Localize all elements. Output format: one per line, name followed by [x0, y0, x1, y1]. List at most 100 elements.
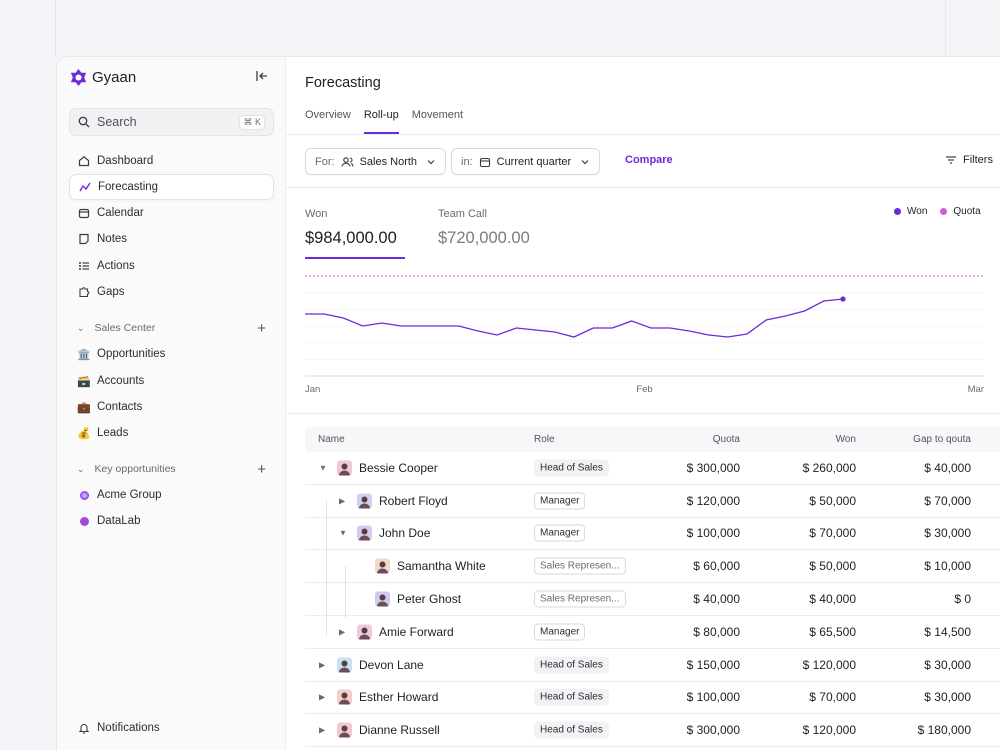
tree-connector: [345, 566, 346, 618]
table-row[interactable]: ▶ Dianne Russell Head of Sales $ 300,000 $ 1…: [305, 714, 1000, 748]
nav-calendar[interactable]: Calendar: [69, 200, 274, 226]
role-badge: Sales Represen...: [534, 557, 626, 575]
in-value: Current quarter: [496, 155, 572, 168]
expand-right-icon[interactable]: ▶: [319, 660, 326, 670]
row-quota: $ 120,000: [686, 493, 740, 508]
add-icon[interactable]: +: [257, 460, 266, 478]
nav-accounts[interactable]: 🗃️ Accounts: [69, 368, 274, 394]
col-gap[interactable]: Gap to qouta: [913, 434, 971, 445]
tree-connector: [326, 500, 327, 636]
role-badge: Head of Sales: [534, 721, 609, 739]
tab-roll-up[interactable]: Roll-up: [363, 109, 399, 134]
legend-label: Won: [907, 206, 928, 217]
nav-label: Actions: [97, 260, 135, 272]
row-won: $ 50,000: [809, 493, 856, 508]
avatar: [337, 722, 352, 738]
for-prefix: For:: [315, 155, 335, 168]
section-key-opportunities[interactable]: ⌄ Key opportunities +: [69, 459, 274, 479]
nav-label: Calendar: [97, 207, 144, 219]
row-name: Peter Ghost: [397, 592, 462, 607]
row-gap: $ 180,000: [917, 723, 971, 738]
col-quota[interactable]: Quota: [712, 434, 740, 445]
nav-datalab[interactable]: DataLab: [69, 508, 274, 534]
kpi-label: Team Call: [438, 208, 487, 220]
legend-quota: Quota: [940, 206, 981, 217]
won-series-end-point: [840, 296, 846, 302]
section-title: Sales Center: [94, 322, 156, 334]
tab-movement[interactable]: Movement: [411, 109, 464, 121]
nav-label: Contacts: [97, 401, 143, 413]
col-won[interactable]: Won: [835, 434, 856, 445]
nav-acme-group[interactable]: Acme Group: [69, 482, 274, 508]
table-row[interactable]: ▶ Amie Forward Manager $ 80,000 $ 65,500 $ 14…: [305, 616, 1000, 649]
table-row[interactable]: ▶ Esther Howard Head of Sales $ 100,000 $ 70…: [305, 682, 1000, 715]
chevron-down-icon: [581, 159, 589, 164]
app-window: Gyaan Search ⌘ K Dashboard Forecasting C…: [56, 56, 1000, 750]
add-icon[interactable]: +: [257, 319, 266, 337]
search-box[interactable]: Search ⌘ K: [69, 108, 274, 136]
nav-notes[interactable]: Notes: [69, 226, 274, 252]
tab-overview[interactable]: Overview: [305, 109, 351, 121]
calendar-icon: [77, 206, 91, 220]
nav-opportunities[interactable]: 🏛️ Opportunities: [69, 341, 274, 367]
table-row[interactable]: ▼ Bessie Cooper Head of Sales $ 300,000 $ 26…: [305, 452, 1000, 485]
nav-label: Dashboard: [97, 155, 154, 167]
tabs: Overview Roll-up Movement: [305, 109, 476, 134]
col-name[interactable]: Name: [318, 434, 345, 445]
note-icon: [77, 232, 91, 246]
for-dropdown[interactable]: For: Sales North: [305, 148, 447, 175]
kpi-won[interactable]: Won $984,000.00: [305, 208, 397, 248]
table-row[interactable]: Peter Ghost Sales Represen... $ 40,000 $ 40…: [305, 583, 1000, 616]
divider: [286, 134, 1000, 135]
avatar: [357, 493, 372, 509]
nav-forecasting[interactable]: Forecasting: [69, 174, 274, 200]
kpi-team-call[interactable]: Team Call $720,000.00: [438, 208, 530, 248]
table-row[interactable]: ▼ John Doe Manager $ 100,000 $ 70,000 $ 30,00…: [305, 518, 1000, 551]
row-name: Dianne Russell: [359, 723, 440, 738]
rollup-table: Name Role Quota Won Gap to qouta ▼ Bessie…: [305, 427, 1000, 748]
table-row[interactable]: ▶ Robert Floyd Manager $ 120,000 $ 50,000 $ 7…: [305, 485, 1000, 518]
col-role[interactable]: Role: [534, 434, 555, 445]
chevron-down-icon: ⌄: [77, 463, 85, 474]
collapse-sidebar-icon[interactable]: [254, 68, 270, 84]
kpi-value: $984,000.00: [305, 229, 397, 247]
filters-button[interactable]: Filters: [945, 154, 993, 166]
expand-down-icon[interactable]: ▼: [339, 528, 347, 538]
expand-right-icon[interactable]: ▶: [339, 496, 346, 506]
x-tick-label: Jan: [305, 384, 320, 395]
period-dropdown[interactable]: in: Current quarter: [451, 148, 601, 175]
page-title: Forecasting: [305, 75, 381, 91]
expand-right-icon[interactable]: ▶: [319, 725, 326, 735]
nav-gaps[interactable]: Gaps: [69, 279, 274, 305]
role-badge: Head of Sales: [534, 459, 609, 477]
expand-down-icon[interactable]: ▼: [319, 463, 327, 473]
bell-icon: [77, 721, 91, 735]
nav-leads[interactable]: 💰 Leads: [69, 420, 274, 446]
nav-notifications[interactable]: Notifications: [69, 715, 274, 741]
role-badge: Head of Sales: [534, 688, 609, 706]
row-gap: $ 30,000: [924, 526, 971, 541]
nav-actions[interactable]: Actions: [69, 253, 274, 279]
row-won: $ 120,000: [802, 723, 856, 738]
line-chart: Jan Feb Mar: [305, 275, 984, 395]
section-sales-center[interactable]: ⌄ Sales Center +: [69, 318, 274, 338]
expand-right-icon[interactable]: ▶: [339, 627, 346, 637]
table-row[interactable]: Samantha White Sales Represen... $ 60,000 $…: [305, 550, 1000, 584]
compare-button[interactable]: Compare: [625, 154, 673, 166]
table-row[interactable]: ▶ Devon Lane Head of Sales $ 150,000 $ 120,0…: [305, 649, 1000, 682]
nav-contacts[interactable]: 💼 Contacts: [69, 394, 274, 420]
main-panel: Forecasting Overview Roll-up Movement Fo…: [286, 57, 1000, 750]
nav-label: Leads: [97, 427, 129, 439]
nav-dashboard[interactable]: Dashboard: [69, 148, 274, 174]
avatar: [337, 657, 352, 673]
dot-icon: [77, 488, 91, 502]
row-won: $ 65,500: [809, 624, 856, 639]
nav-label: Opportunities: [97, 348, 166, 360]
expand-right-icon[interactable]: ▶: [319, 692, 326, 702]
chevron-down-icon: ⌄: [77, 322, 85, 333]
row-name: Robert Floyd: [379, 493, 448, 508]
section-title: Key opportunities: [94, 463, 176, 475]
row-gap: $ 14,500: [924, 624, 971, 639]
table-body: ▼ Bessie Cooper Head of Sales $ 300,000 $ 26…: [305, 452, 1000, 748]
bank-icon: 🏛️: [77, 348, 91, 361]
